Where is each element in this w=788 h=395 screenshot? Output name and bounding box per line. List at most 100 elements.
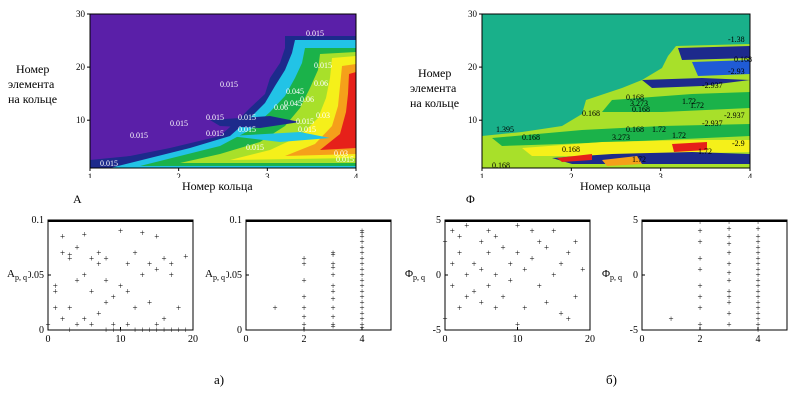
y-tick-label: 5	[633, 215, 638, 226]
contour-label: 0.168	[522, 133, 540, 142]
data-point: +	[726, 276, 731, 286]
data-point: +	[457, 248, 462, 258]
data-point: +	[697, 265, 702, 275]
data-point: +	[471, 287, 476, 297]
data-point: +	[301, 320, 306, 330]
y-axis-label-phase: Номер элемента на кольце	[410, 66, 459, 111]
y-tick-label: 0.1	[230, 215, 243, 226]
contour-label: 0.015	[238, 125, 256, 134]
data-point: +	[359, 287, 364, 297]
data-point: +	[67, 250, 72, 260]
y-label-line1: Номер	[16, 62, 50, 76]
data-point: +	[442, 314, 447, 324]
y-label-line2-right: элемента	[410, 81, 457, 95]
data-point: +	[726, 259, 731, 269]
ylabel-Phi-pq-2: Φp, q	[602, 268, 622, 282]
x-axis-label: p	[712, 349, 718, 350]
data-point: +	[442, 237, 447, 247]
scatter-A-vs-q: 0 10 2000.050.1+++++++++++++++++++++++++++…	[28, 215, 198, 350]
contour-label: 0.015	[336, 155, 354, 164]
data-point: +	[96, 248, 101, 258]
data-point: +	[330, 262, 335, 272]
ylabel-A-pq-1: Ap, q	[7, 268, 27, 282]
data-point: +	[726, 287, 731, 297]
data-point: +	[558, 309, 563, 319]
data-point: +	[60, 314, 65, 324]
data-point: +	[359, 292, 364, 302]
data-point: +	[330, 270, 335, 280]
contour-label: 1.72	[632, 155, 646, 164]
data-point: +	[359, 276, 364, 286]
phase-contour-blue-1	[692, 60, 750, 76]
contour-label: -2.937	[702, 119, 723, 128]
data-point: +	[726, 232, 731, 242]
data-point: +	[515, 221, 520, 231]
data-point: +	[103, 325, 108, 335]
y-tick-label: 0.1	[32, 215, 45, 226]
data-point: +	[53, 303, 58, 313]
data-point: +	[697, 281, 702, 291]
data-point: +	[450, 259, 455, 269]
data-point: +	[330, 248, 335, 258]
data-point: +	[82, 229, 87, 239]
phase-axes: 1 2 3 4 10 20 30	[468, 9, 753, 178]
data-point: +	[111, 320, 116, 330]
data-point: +	[118, 325, 123, 335]
data-point: +	[272, 303, 277, 313]
data-point: +	[103, 276, 108, 286]
data-point: +	[183, 325, 188, 335]
data-point: +	[154, 265, 159, 275]
data-point: +	[89, 287, 94, 297]
data-point: +	[726, 239, 731, 249]
phase-contour-navy-3	[552, 152, 750, 164]
data-point: +	[558, 259, 563, 269]
x-tick-label: 0	[640, 334, 645, 345]
data-point: +	[89, 320, 94, 330]
x-tick-label: 4	[756, 334, 761, 345]
y-label-line1-right: Номер	[418, 66, 452, 80]
data-point: +	[140, 325, 145, 335]
contour-label: 0.015	[100, 159, 118, 168]
contour-label: 0.015	[206, 129, 224, 138]
data-point: +	[359, 320, 364, 330]
data-point: +	[301, 254, 306, 264]
data-point: +	[111, 325, 116, 335]
data-point: +	[125, 320, 130, 330]
y-tick-label: 10	[468, 115, 478, 125]
amplitude-contour-chart: 0.0150.0150.0150.0150.0150.0150.0150.015…	[76, 9, 359, 178]
data-point: +	[726, 248, 731, 258]
data-point: +	[479, 237, 484, 247]
contour-label: 1.72	[690, 101, 704, 110]
data-point: +	[755, 270, 760, 280]
data-point: +	[330, 322, 335, 332]
data-point: +	[125, 287, 130, 297]
data-point: +	[537, 237, 542, 247]
data-point: +	[573, 292, 578, 302]
y-label-line3: на кольце	[8, 92, 58, 106]
data-point: +	[755, 309, 760, 319]
data-point: +	[486, 248, 491, 258]
y-tick-label: 30	[76, 9, 86, 19]
data-point: +	[544, 298, 549, 308]
scatter-A-vs-p: 0 2 400.050.1+++++++++++++++++++++++++++++…	[226, 215, 392, 350]
contour-label: 1.72	[672, 131, 686, 140]
contour-label: 3.273	[612, 133, 630, 142]
data-point: +	[755, 276, 760, 286]
contour-label: 0.168	[626, 93, 644, 102]
data-point: +	[726, 217, 731, 227]
contour-label: 3.273	[630, 99, 648, 108]
y-tick-label: 10	[76, 115, 86, 125]
data-point: +	[359, 226, 364, 236]
data-point: +	[551, 270, 556, 280]
data-point: +	[697, 237, 702, 247]
data-point: +	[183, 251, 188, 261]
data-point: +	[464, 270, 469, 280]
ylabel-Phi-pq-1: Φp, q	[405, 268, 425, 282]
data-point: +	[140, 270, 145, 280]
data-point: +	[301, 276, 306, 286]
data-point: +	[580, 265, 585, 275]
data-point: +	[479, 298, 484, 308]
data-point: +	[53, 287, 58, 297]
data-point: +	[359, 254, 364, 264]
contour-label: 0.045	[284, 99, 302, 108]
